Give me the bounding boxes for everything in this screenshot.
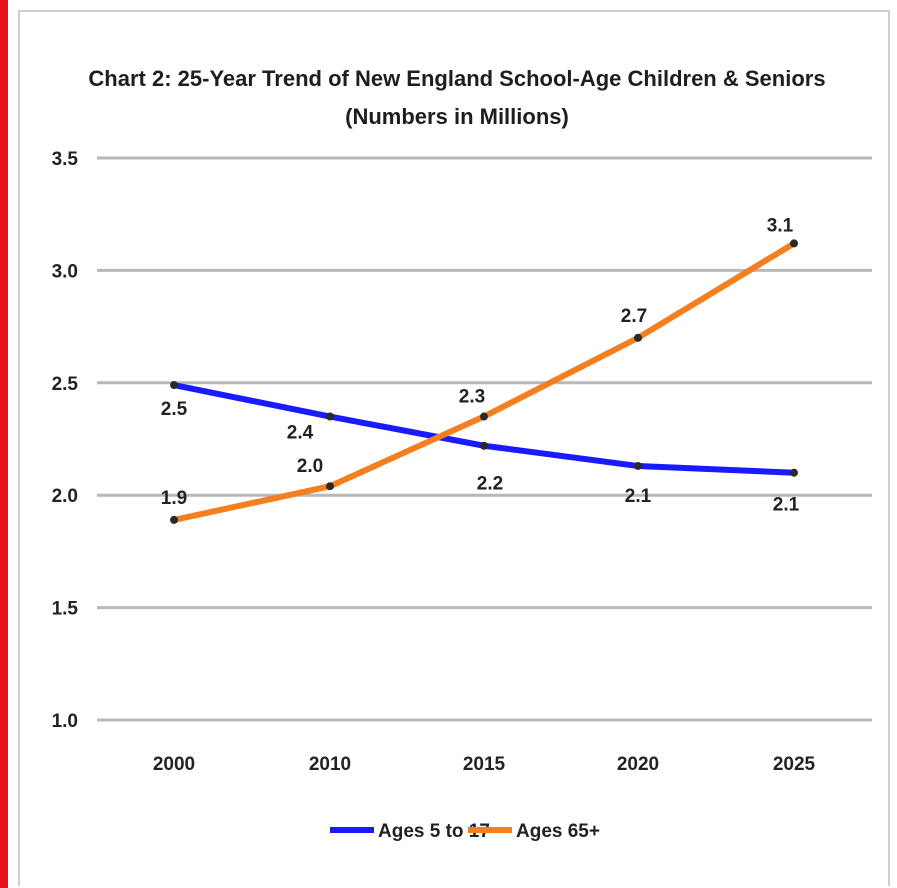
chart-subtitle: (Numbers in Millions)	[345, 104, 569, 129]
legend-label-ages-5-to-17: Ages 5 to 17	[378, 821, 490, 842]
x-tick-label: 2025	[773, 754, 816, 775]
y-tick-label: 3.5	[52, 149, 79, 170]
x-axis-ticks: 2000 2010 2015 2020 2025	[153, 754, 816, 775]
data-point-ages-65-plus	[790, 239, 798, 248]
x-tick-label: 2000	[153, 754, 195, 775]
data-label-ages-5-to-17: 2.2	[477, 474, 503, 495]
left-accent-bar	[0, 0, 8, 888]
chart-frame	[18, 10, 890, 886]
data-point-ages-65-plus	[326, 482, 334, 491]
gridlines	[97, 156, 872, 722]
data-label-ages-65-plus: 2.7	[621, 306, 647, 327]
data-label-ages-5-to-17: 2.1	[773, 495, 800, 516]
data-label-ages-5-to-17: 2.4	[287, 423, 314, 444]
data-point-ages-5-to-17	[634, 461, 642, 470]
y-tick-label: 2.0	[52, 486, 78, 507]
legend: Ages 5 to 17 Ages 65+	[330, 821, 600, 842]
series-lines	[170, 239, 798, 524]
data-label-ages-5-to-17: 2.1	[625, 486, 652, 507]
data-point-ages-65-plus	[634, 333, 642, 342]
data-label-ages-5-to-17: 2.5	[161, 399, 188, 420]
x-tick-label: 2020	[617, 754, 659, 775]
data-point-ages-5-to-17	[480, 441, 488, 450]
data-point-ages-5-to-17	[170, 381, 178, 390]
y-tick-label: 2.5	[52, 374, 79, 395]
data-point-ages-65-plus	[170, 515, 178, 524]
data-label-ages-65-plus: 2.3	[459, 387, 485, 408]
data-label-ages-65-plus: 3.1	[767, 215, 794, 236]
y-tick-label: 1.0	[52, 711, 78, 732]
data-point-ages-5-to-17	[790, 468, 798, 477]
data-point-ages-5-to-17	[326, 412, 334, 421]
chart-title: Chart 2: 25-Year Trend of New England Sc…	[88, 66, 825, 91]
x-tick-label: 2015	[463, 754, 506, 775]
y-axis-ticks: 1.0 1.5 2.0 2.5 3.0 3.5	[52, 149, 79, 732]
data-labels: 2.5 2.4 2.2 2.1 2.1 1.9 2.0 2.3 2.7 3.1	[161, 215, 800, 515]
y-tick-label: 1.5	[52, 599, 79, 620]
legend-label-ages-65-plus: Ages 65+	[516, 821, 600, 842]
data-label-ages-65-plus: 2.0	[297, 456, 323, 477]
y-tick-label: 3.0	[52, 261, 78, 282]
data-point-ages-65-plus	[480, 412, 488, 421]
data-label-ages-65-plus: 1.9	[161, 488, 187, 509]
x-tick-label: 2010	[309, 754, 351, 775]
